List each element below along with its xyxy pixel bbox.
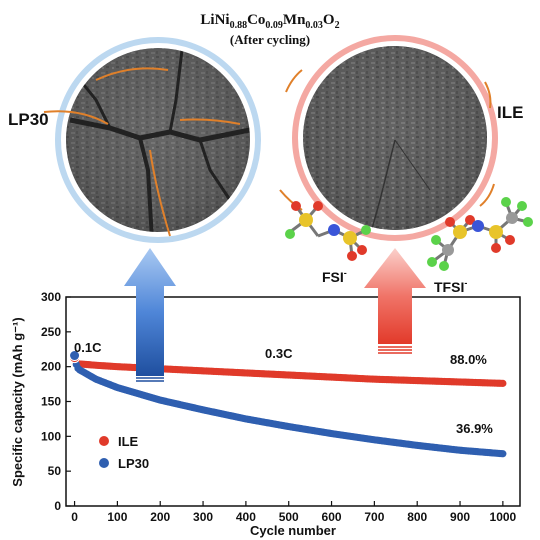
x-tick-label: 400 [236, 510, 256, 524]
blue-arrow [124, 248, 176, 382]
annotation-retention-ile: 88.0% [450, 352, 487, 367]
x-tick-label: 0 [71, 510, 78, 524]
y-tick-label: 200 [41, 360, 61, 374]
y-tick-label: 50 [48, 464, 62, 478]
legend: ILE LP30 [99, 434, 149, 471]
y-tick-label: 300 [41, 290, 61, 304]
fsi-label: FSI- [322, 268, 347, 285]
legend-label-lp30: LP30 [118, 456, 149, 471]
lp30-particle [43, 37, 261, 243]
chart-area: 0 100 200 300 400 500 600 700 800 900 1000 0 50 100 15… [10, 290, 521, 538]
legend-marker-lp30 [99, 458, 109, 468]
x-tick-label: 500 [279, 510, 299, 524]
lp30-label: LP30 [8, 110, 49, 129]
fsi-molecule-icon [285, 201, 371, 261]
data-point [499, 379, 507, 387]
particle-texture-lines [369, 139, 431, 230]
red-arrow [364, 248, 426, 354]
x-tick-label: 900 [450, 510, 470, 524]
x-tick-label: 800 [407, 510, 427, 524]
formula-title: LiNi0.88Co0.09Mn0.03O2 [200, 12, 339, 31]
y-tick-label: 0 [54, 499, 61, 513]
y-axis-title: Specific capacity (mAh g⁻¹) [10, 317, 25, 486]
tfsi-molecule-icon [427, 197, 533, 271]
ile-label: ILE [497, 103, 523, 122]
legend-label-ile: ILE [118, 434, 139, 449]
x-axis-title: Cycle number [250, 523, 336, 538]
annotation-retention-lp30: 36.9% [456, 421, 493, 436]
initial-point [69, 350, 81, 362]
legend-marker-ile [99, 436, 109, 446]
particle-cracks [69, 49, 250, 232]
plot-frame [65, 296, 521, 507]
y-tick-label: 150 [41, 395, 61, 409]
x-tick-label: 300 [193, 510, 213, 524]
ile-particle [279, 35, 498, 241]
annotation-0-3c: 0.3C [265, 346, 293, 361]
x-tick-label: 600 [322, 510, 342, 524]
x-tick-label: 700 [364, 510, 384, 524]
y-tick-label: 100 [41, 429, 61, 443]
series-lp30 [70, 351, 507, 458]
data-point [499, 450, 507, 458]
tfsi-label: TFSI- [434, 278, 467, 295]
y-tick-label: 250 [41, 325, 61, 339]
x-tick-label: 100 [107, 510, 127, 524]
subtitle: (After cycling) [230, 32, 310, 47]
x-tick-label: 1000 [490, 510, 517, 524]
x-tick-label: 200 [150, 510, 170, 524]
annotation-0-1c: 0.1C [74, 340, 102, 355]
